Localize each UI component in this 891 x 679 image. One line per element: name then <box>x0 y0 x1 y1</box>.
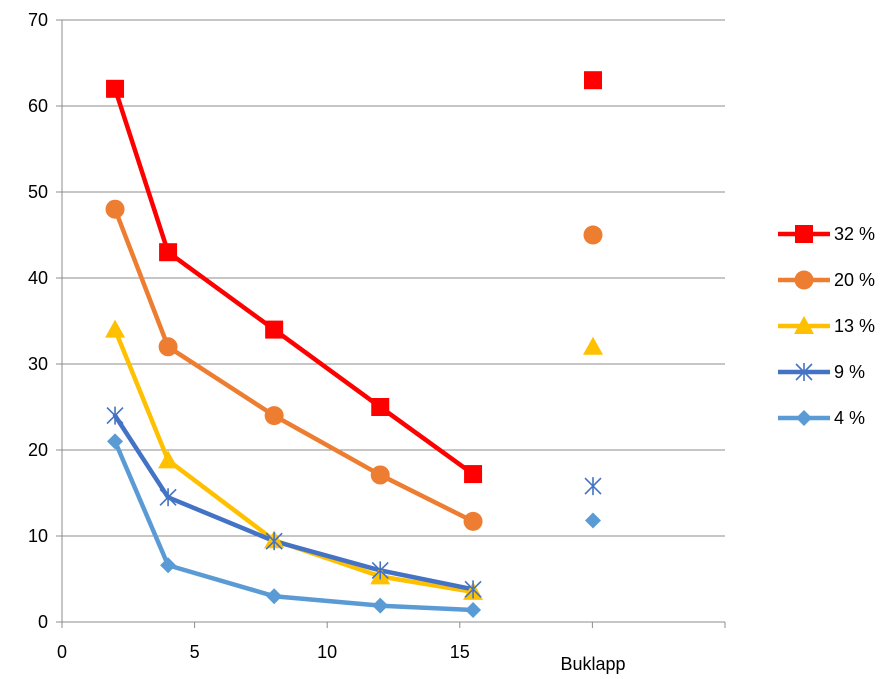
y-tick-label-30: 30 <box>28 354 48 374</box>
data-point-4pct-3 <box>372 597 389 614</box>
y-tick-labels: 0 10 20 30 40 50 60 70 <box>28 10 48 632</box>
legend-swatch-marker-4pct <box>796 410 812 426</box>
data-point-4pct-buklapp <box>585 512 601 529</box>
legend-label-32pct: 32 % <box>834 224 875 244</box>
data-point-20pct-0 <box>105 199 125 219</box>
legend-item-4pct: 4 % <box>778 408 865 428</box>
data-point-32pct-3 <box>371 398 390 416</box>
data-point-20pct-4 <box>463 511 483 531</box>
x-tick-label-0: 0 <box>57 642 67 662</box>
data-point-4pct-2 <box>266 588 283 605</box>
legend-item-32pct: 32 % <box>778 224 875 244</box>
legend: 32 % 20 % 13 % 9 % 4 % <box>778 224 875 428</box>
y-tick-label-50: 50 <box>28 182 48 202</box>
data-point-20pct-2 <box>264 406 284 426</box>
axes <box>56 19 726 628</box>
legend-item-20pct: 20 % <box>778 270 875 290</box>
legend-swatch-marker-20pct <box>794 270 814 290</box>
data-point-9pct-buklapp <box>584 477 602 496</box>
data-point-4pct-0 <box>107 433 124 450</box>
x-tick-label-15: 15 <box>450 642 470 662</box>
data-point-4pct-4 <box>465 601 482 618</box>
data-point-9pct-1 <box>159 488 177 507</box>
x-tick-labels: Buklapp 0 5 10 15 <box>57 642 626 674</box>
y-tick-label-70: 70 <box>28 10 48 30</box>
data-point-9pct-4 <box>464 580 482 599</box>
data-point-20pct-1 <box>158 337 178 357</box>
legend-label-4pct: 4 % <box>834 408 865 428</box>
legend-label-13pct: 13 % <box>834 316 875 336</box>
data-point-13pct-0 <box>105 319 126 338</box>
data-point-32pct-4 <box>464 465 483 484</box>
data-point-9pct-3 <box>371 561 389 580</box>
data-point-32pct-1 <box>159 243 178 262</box>
data-point-20pct-buklapp <box>583 225 603 245</box>
y-tick-label-40: 40 <box>28 268 48 288</box>
x-tick-label-5: 5 <box>190 642 200 662</box>
data-point-9pct-2 <box>265 532 283 551</box>
x-category-label-buklapp: Buklapp <box>560 654 625 674</box>
x-tick-label-10: 10 <box>317 642 337 662</box>
legend-swatch-marker-32pct <box>795 225 813 243</box>
data-point-32pct-2 <box>265 320 284 339</box>
y-tick-label-0: 0 <box>38 612 48 632</box>
data-point-13pct-buklapp <box>583 336 603 355</box>
series-line-32pct <box>112 86 476 477</box>
data-point-13pct-1 <box>158 450 179 469</box>
data-point-9pct-0 <box>106 406 124 425</box>
gridlines <box>62 19 725 537</box>
data-point-4pct-1 <box>160 557 177 574</box>
legend-swatch-marker-9pct <box>795 363 813 381</box>
y-tick-label-20: 20 <box>28 440 48 460</box>
legend-item-13pct: 13 % <box>778 316 875 336</box>
legend-item-9pct: 9 % <box>778 362 865 382</box>
y-tick-label-60: 60 <box>28 96 48 116</box>
y-tick-label-10: 10 <box>28 526 48 546</box>
series-markers <box>105 71 603 618</box>
legend-label-20pct: 20 % <box>834 270 875 290</box>
legend-swatch-marker-13pct <box>794 316 814 334</box>
data-point-20pct-3 <box>370 465 390 485</box>
legend-label-9pct: 9 % <box>834 362 865 382</box>
data-point-32pct-buklapp <box>584 71 602 90</box>
data-point-32pct-0 <box>106 79 125 98</box>
